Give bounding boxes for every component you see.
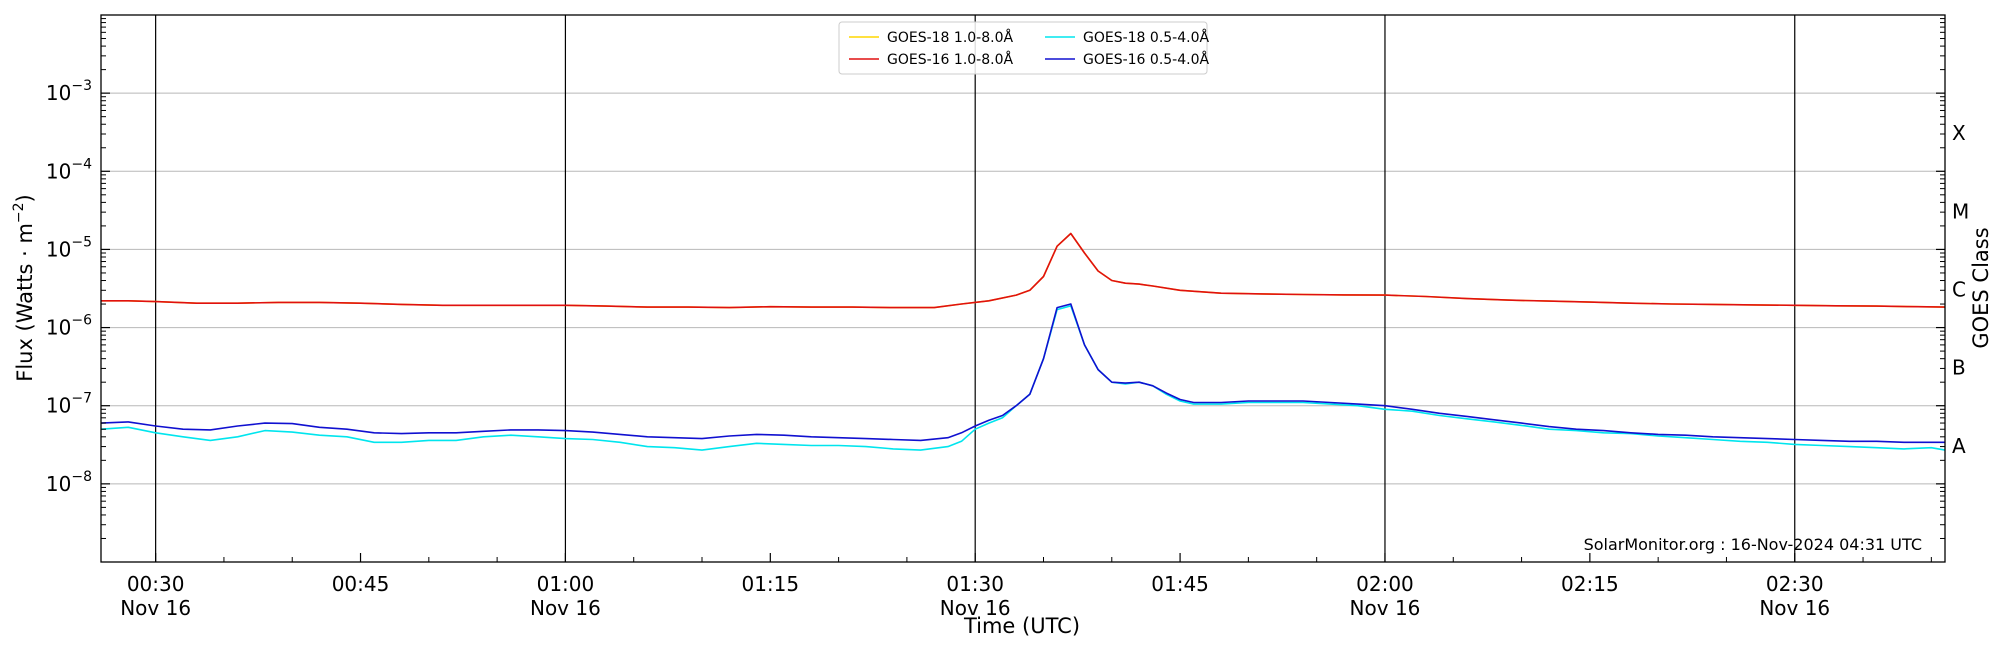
- legend-box: [838, 21, 1208, 75]
- x-tick-label: 01:45: [1151, 572, 1209, 596]
- y-tick-label: 10−7: [46, 391, 92, 418]
- x-tick-label: 00:30: [127, 572, 185, 596]
- y-tick-label: 10−3: [46, 78, 92, 105]
- goes-class-label: A: [1952, 434, 1966, 458]
- y-tick-base: 10: [46, 159, 71, 183]
- legend-entry-label: GOES-18 0.5-4.0Å: [1083, 29, 1209, 46]
- x-tick-label: 01:15: [741, 572, 799, 596]
- y-tick-label: 10−6: [46, 313, 92, 340]
- y-tick-base: 10: [46, 472, 71, 496]
- x-tick-date-label: Nov 16: [120, 596, 191, 620]
- legend-entry-label: GOES-16 1.0-8.0Å: [887, 51, 1013, 68]
- y-axis-title-exponent: −2: [11, 202, 27, 223]
- credit-text: SolarMonitor.org : 16-Nov-2024 04:31 UTC: [1584, 535, 1922, 554]
- x-tick-label: 02:15: [1561, 572, 1619, 596]
- y-axis-title-close: ): [13, 194, 37, 202]
- legend: GOES-18 1.0-8.0Å GOES-16 1.0-8.0Å GOES-18 …: [838, 21, 1209, 75]
- x-tick-date-label: Nov 16: [530, 596, 601, 620]
- legend-entry-label: GOES-16 0.5-4.0Å: [1083, 51, 1209, 68]
- y-tick-exponent: −4: [71, 156, 92, 172]
- goes-class-label: M: [1952, 199, 1969, 223]
- y-tick-base: 10: [46, 81, 71, 105]
- y-tick-exponent: −5: [71, 234, 92, 250]
- grid-lines: [101, 92, 1945, 485]
- x-tick-label: 00:45: [332, 572, 390, 596]
- y-tick-label: 10−8: [46, 469, 92, 496]
- y-tick-base: 10: [46, 316, 71, 340]
- goes-class-label: B: [1952, 356, 1966, 380]
- series-line-1: [101, 232, 1946, 309]
- y-tick-exponent: −3: [71, 78, 92, 94]
- y-axis-title-text: Flux (Watts · m: [13, 223, 37, 382]
- time-marker-lines: [155, 15, 1796, 562]
- x-tick-date-label: Nov 16: [940, 596, 1011, 620]
- series-line-3: [100, 303, 1945, 444]
- legend-entry-label: GOES-18 1.0-8.0Å: [887, 29, 1013, 46]
- y-tick-label: 10−5: [46, 234, 92, 261]
- x-tick-label: 01:00: [537, 572, 595, 596]
- x-axis-title: Time (UTC): [963, 614, 1080, 638]
- y-tick-base: 10: [46, 394, 71, 418]
- y-tick-base: 10: [46, 237, 71, 261]
- x-tick-date-label: Nov 16: [1350, 596, 1421, 620]
- y-tick-exponent: −8: [71, 469, 92, 485]
- y-tick-exponent: −7: [71, 391, 92, 407]
- plot-frame: [100, 14, 1946, 563]
- y-tick-exponent: −6: [71, 313, 92, 329]
- y-tick-label: 10−4: [46, 156, 92, 183]
- series-lines: [100, 232, 1946, 451]
- goes-class-label: C: [1952, 278, 1966, 302]
- y-axis-title: Flux (Watts · m−2): [11, 194, 37, 382]
- goes-class-label: X: [1952, 121, 1966, 145]
- axis-ticks: [101, 18, 1945, 562]
- x-tick-label: 02:00: [1356, 572, 1414, 596]
- x-tick-label: 01:30: [946, 572, 1004, 596]
- x-tick-label: 02:30: [1766, 572, 1824, 596]
- x-tick-date-label: Nov 16: [1759, 596, 1830, 620]
- goes-class-axis-title: GOES Class: [1969, 227, 1993, 348]
